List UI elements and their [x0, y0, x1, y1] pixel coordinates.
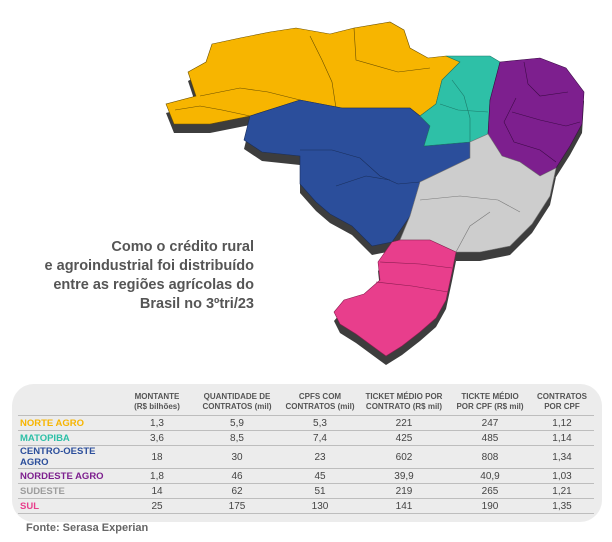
table-row-sul: SUL 25 175 130 141 190 1,35	[18, 498, 594, 514]
headline-line-3: entre as regiões agrícolas do	[53, 277, 254, 293]
sul-region	[333, 239, 457, 357]
cell-ticket-cpf: 808	[450, 445, 530, 469]
region-name-matopiba: MATOPIBA	[18, 430, 122, 446]
norte-agro-region	[165, 21, 461, 125]
cell-ticket-contrato: 221	[358, 415, 450, 431]
cell-ticket-cpf: 40,9	[450, 468, 530, 484]
cell-contratos-cpf: 1,34	[530, 445, 594, 469]
cell-montante: 3,6	[122, 430, 192, 446]
header-contratos-por-cpf: CONTRATOS POR CPF	[537, 392, 587, 411]
cell-cpfs: 5,3	[282, 415, 358, 431]
cell-ticket-cpf: 265	[450, 483, 530, 499]
headline-line-4: Brasil no 3ºtri/23	[139, 296, 254, 312]
cell-montante: 1,3	[122, 415, 192, 431]
table-row-centro-oeste-agro: CENTRO-OESTE AGRO 18 30 23 602 808 1,34	[18, 445, 594, 469]
cell-cpfs: 23	[282, 445, 358, 469]
cell-contratos-cpf: 1,03	[530, 468, 594, 484]
header-quantidade-contratos: QUANTIDADE DE CONTRATOS (mil)	[202, 392, 272, 411]
region-name-centro-oeste-agro: CENTRO-OESTE AGRO	[18, 445, 122, 469]
table-row-matopiba: MATOPIBA 3,6 8,5 7,4 425 485 1,14	[18, 430, 594, 446]
cell-montante: 14	[122, 483, 192, 499]
cell-quantidade: 175	[192, 498, 282, 514]
region-name-sul: SUL	[18, 498, 122, 514]
cell-cpfs: 51	[282, 483, 358, 499]
headline: Como o crédito rural e agroindustrial fo…	[18, 238, 254, 314]
cell-ticket-contrato: 602	[358, 445, 450, 469]
table-row-nordeste-agro: NORDESTE AGRO 1,8 46 45 39,9 40,9 1,03	[18, 468, 594, 484]
cell-contratos-cpf: 1,21	[530, 483, 594, 499]
headline-line-1: Como o crédito rural	[111, 239, 254, 255]
source-note: Fonte: Serasa Experian	[26, 522, 149, 534]
region-name-nordeste-agro: NORDESTE AGRO	[18, 468, 122, 484]
table-row-sudeste: SUDESTE 14 62 51 219 265 1,21	[18, 483, 594, 499]
header-region	[18, 392, 122, 416]
cell-ticket-contrato: 425	[358, 430, 450, 446]
cell-cpfs: 7,4	[282, 430, 358, 446]
cell-ticket-contrato: 219	[358, 483, 450, 499]
cell-quantidade: 8,5	[192, 430, 282, 446]
cell-ticket-contrato: 141	[358, 498, 450, 514]
cell-cpfs: 130	[282, 498, 358, 514]
header-montante: MONTANTE (R$ bilhões)	[134, 392, 180, 411]
cell-ticket-cpf: 190	[450, 498, 530, 514]
cell-ticket-contrato: 39,9	[358, 468, 450, 484]
header-ticket-medio-cpf: TICKTE MÉDIO POR CPF (R$ mil)	[456, 392, 524, 411]
cell-ticket-cpf: 485	[450, 430, 530, 446]
header-cpfs-com-contratos: CPFS COM CONTRATOS (mil)	[285, 392, 355, 411]
cell-contratos-cpf: 1,14	[530, 430, 594, 446]
sudeste-region	[399, 133, 557, 253]
cell-contratos-cpf: 1,35	[530, 498, 594, 514]
region-name-norte-agro: NORTE AGRO	[18, 415, 122, 431]
cell-quantidade: 5,9	[192, 415, 282, 431]
cell-montante: 25	[122, 498, 192, 514]
table-row-norte-agro: NORTE AGRO 1,3 5,9 5,3 221 247 1,12	[18, 415, 594, 431]
cell-quantidade: 46	[192, 468, 282, 484]
cell-montante: 1,8	[122, 468, 192, 484]
credit-table: MONTANTE (R$ bilhões) QUANTIDADE DE CONTRA…	[18, 392, 594, 514]
table-header-row: MONTANTE (R$ bilhões) QUANTIDADE DE CONTRA…	[18, 392, 594, 416]
header-ticket-medio-contrato: TICKET MÉDIO POR CONTRATO (R$ mil)	[365, 392, 443, 411]
cell-quantidade: 62	[192, 483, 282, 499]
cell-montante: 18	[122, 445, 192, 469]
nordeste-agro-region	[487, 57, 585, 177]
cell-cpfs: 45	[282, 468, 358, 484]
brazil-regions-map	[165, 21, 585, 365]
cell-quantidade: 30	[192, 445, 282, 469]
cell-contratos-cpf: 1,12	[530, 415, 594, 431]
matopiba-region	[419, 55, 501, 147]
cell-ticket-cpf: 247	[450, 415, 530, 431]
region-name-sudeste: SUDESTE	[18, 483, 122, 499]
headline-line-2: e agroindustrial foi distribuído	[44, 258, 254, 274]
